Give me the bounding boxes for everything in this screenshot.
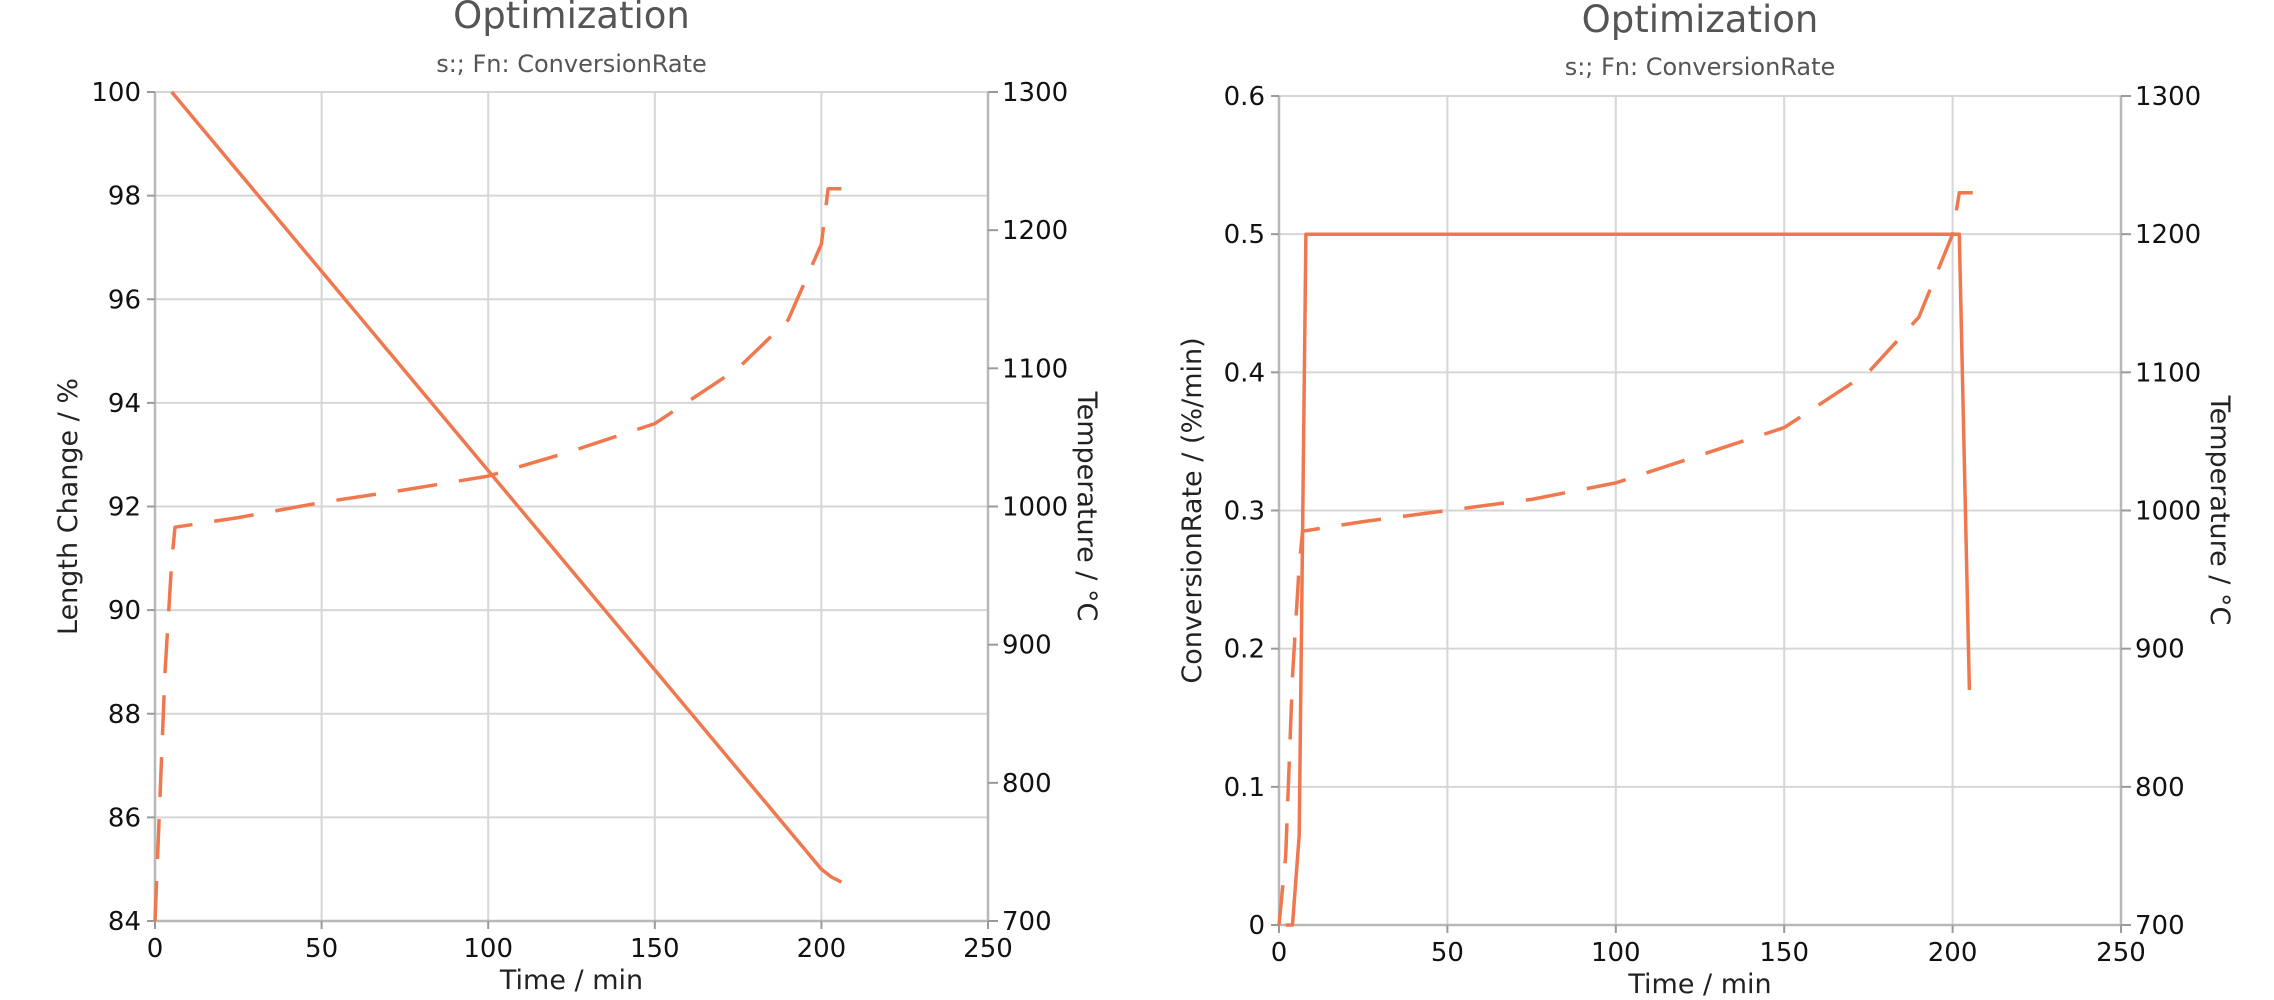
x-tick-label: 150 [630,934,680,964]
y-tick-label: 0 [1248,911,1265,941]
chart-title: Optimization [453,0,690,37]
y2-axis-label: Temperature / °C [2204,395,2235,626]
y2-tick-label: 1100 [1002,354,1068,384]
x-tick-label: 100 [1591,938,1641,968]
x-tick-label: 250 [963,934,1013,964]
y2-tick-label: 900 [1002,631,1052,661]
chart-title: Optimization [1582,0,1819,41]
x-tick-label: 200 [797,934,847,964]
x-tick-label: 0 [147,934,164,964]
chart-svg: Optimization s:; Fn: ConversionRate 0 50 100… [53,0,1102,996]
chart-svg: Optimization s:; Fn: ConversionRate 0 50 100… [1177,0,2235,1000]
y-axis-label: ConversionRate / (%/min) [1177,337,1208,683]
y2-tick-label: 800 [2135,773,2185,803]
chart-subtitle: s:; Fn: ConversionRate [436,50,707,78]
x-axis-label: Time / min [1627,969,1771,1000]
temperature-series-line [153,186,842,922]
x-tick-label: 150 [1759,938,1809,968]
y2-tick-label: 800 [1002,769,1052,799]
y2-tick-label: 1000 [2135,497,2201,527]
y-tick-label: 100 [91,78,141,108]
y-tick-label: 0.5 [1224,220,1265,250]
y-tick-label: 96 [108,285,141,315]
y-axis-label: Length Change / % [53,378,84,635]
y-tick-label: 88 [108,700,141,730]
y-tick-label: 0.1 [1224,773,1265,803]
x-tick-label: 250 [2096,938,2146,968]
x-tick-label: 50 [305,934,338,964]
y-tick-label: 98 [108,182,141,212]
y2-tick-label: 700 [2135,911,2185,941]
y-tick-label: 0.2 [1224,635,1265,665]
x-tick-label: 100 [463,934,513,964]
y2-tick-label: 1200 [1002,216,1068,246]
x-tick-label: 200 [1928,938,1978,968]
y2-tick-label: 1200 [2135,220,2201,250]
y-tick-label: 0.6 [1224,82,1265,112]
y2-tick-label: 900 [2135,635,2185,665]
chart-panel-length-change: Optimization s:; Fn: ConversionRate 0 50 100… [53,0,1102,996]
x-tick-label: 50 [1431,938,1464,968]
y2-tick-label: 1100 [2135,358,2201,388]
y-tick-label: 94 [108,389,141,419]
y2-tick-label: 1000 [1002,493,1068,523]
y-tick-label: 90 [108,596,141,626]
y-tick-label: 0.4 [1224,358,1265,388]
chart-panel-conversion-rate: Optimization s:; Fn: ConversionRate 0 50 100… [1137,0,2274,1000]
y-tick-label: 84 [108,907,141,937]
y2-tick-label: 700 [1002,907,1052,937]
y2-axis-label: Temperature / °C [1071,391,1102,622]
temperature-series-line [1277,190,1973,926]
y2-tick-label: 1300 [1002,78,1068,108]
y2-tick-label: 1300 [2135,82,2201,112]
primary-series-line [170,90,843,884]
y-tick-label: 0.3 [1224,497,1265,527]
chart-subtitle: s:; Fn: ConversionRate [1565,53,1836,81]
x-axis-label: Time / min [499,965,643,996]
y-tick-label: 86 [108,803,141,833]
x-tick-label: 0 [1271,938,1288,968]
primary-series-line [1285,232,1972,927]
y-tick-label: 92 [108,493,141,523]
